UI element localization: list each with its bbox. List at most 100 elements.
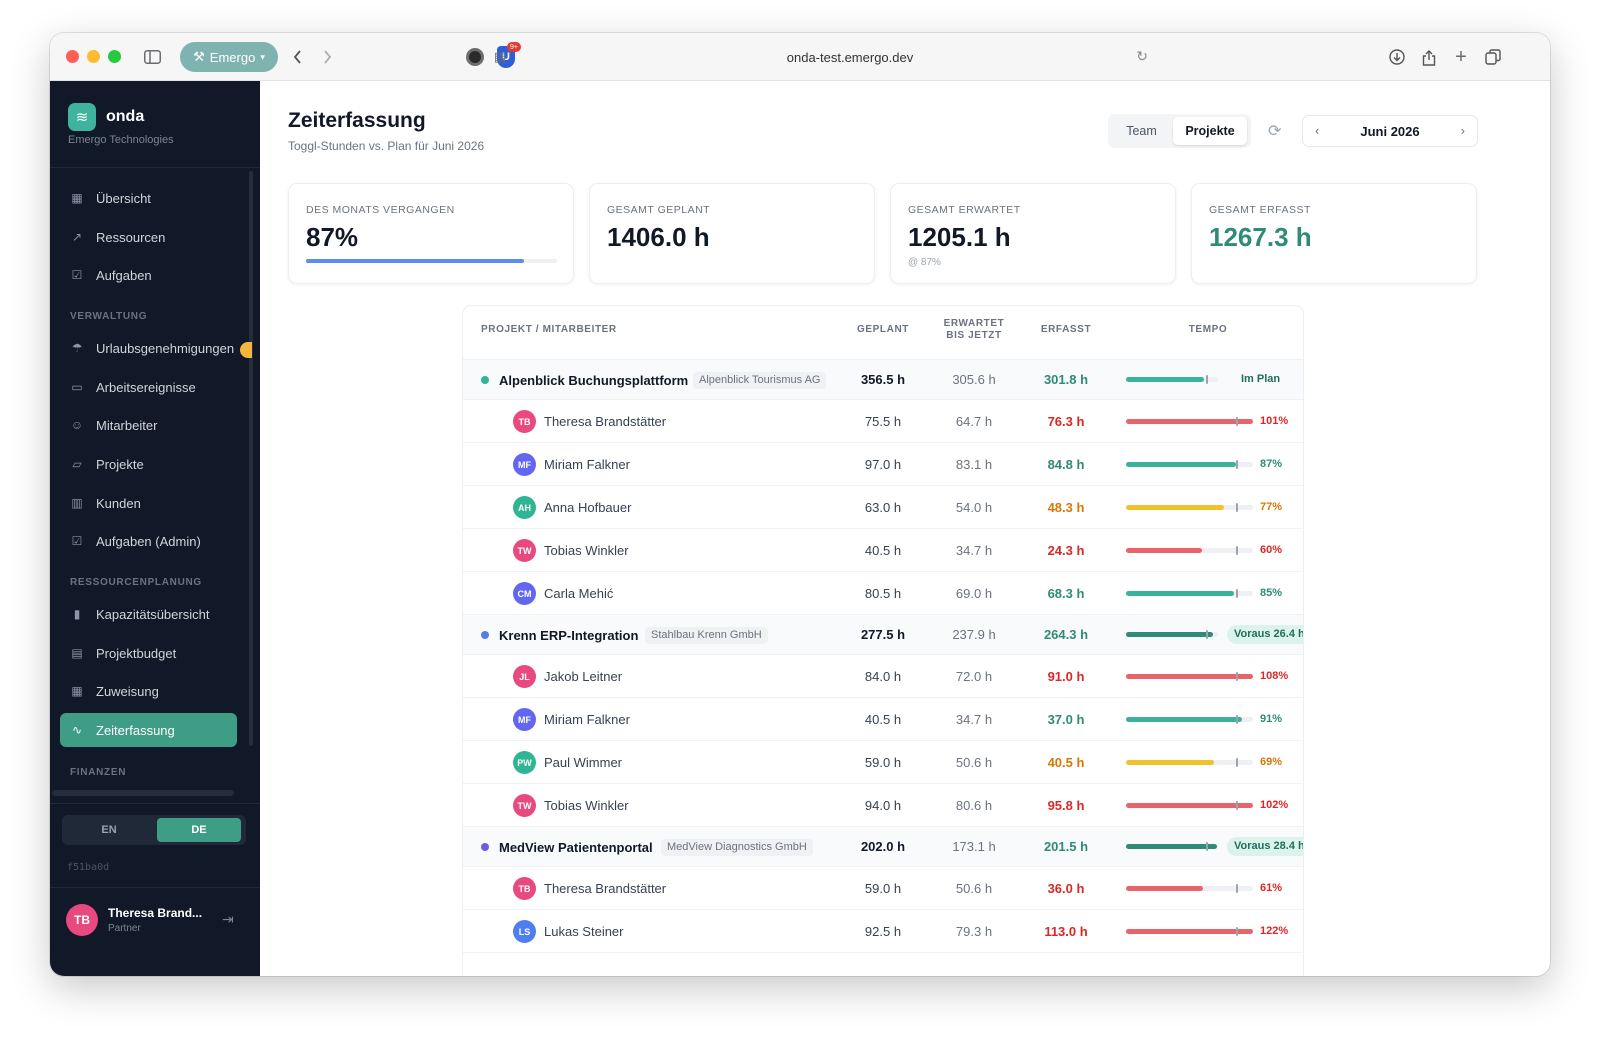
member-row[interactable]: TB Theresa Brandstätter 59.0 h 50.6 h 36.0 h… xyxy=(463,867,1303,910)
tab-team[interactable]: Team xyxy=(1126,124,1157,138)
logged-hours: 40.5 h xyxy=(1047,755,1085,770)
sidebar-item-uebersicht[interactable]: ▦ Übersicht xyxy=(60,181,237,215)
avatar: PW xyxy=(513,751,536,774)
sidebar-item-kunden[interactable]: ▥ Kunden xyxy=(60,486,237,520)
tempo-bar-marker xyxy=(1236,672,1239,681)
tempo-percent: 60% xyxy=(1260,544,1283,556)
tempo-percent: 102% xyxy=(1260,799,1289,811)
logged-hours: 113.0 h xyxy=(1044,924,1088,939)
reload-icon[interactable]: ↻ xyxy=(1136,48,1148,64)
sidebar-item-kapazitaetsuebersicht[interactable]: ▮ Kapazitätsübersicht xyxy=(60,597,237,631)
member-name: Tobias Winkler xyxy=(544,798,629,813)
user-role: Partner xyxy=(108,923,141,934)
project-row[interactable]: MedView Patientenportal MedView Diagnosti… xyxy=(463,827,1303,867)
tempo-bar-marker xyxy=(1236,460,1239,469)
month-progress-fill xyxy=(306,259,525,263)
stat-card-elapsed: DES MONATS VERGANGEN 87% xyxy=(288,183,574,284)
new-tab-icon[interactable]: + xyxy=(1455,45,1467,68)
planned-hours: 94.0 h xyxy=(864,798,902,813)
expected-hours: 50.6 h xyxy=(955,755,993,770)
logout-icon[interactable]: ⇥ xyxy=(222,911,234,927)
page-title: Zeiterfassung xyxy=(288,109,426,132)
trend-icon: ↗ xyxy=(71,230,83,244)
chevron-left-icon[interactable]: ‹ xyxy=(1315,123,1320,138)
grid-icon: ▦ xyxy=(71,191,83,205)
column-header-expected-line1: ERWARTET xyxy=(943,318,1005,329)
sidebar-item-mitarbeiter[interactable]: ☺ Mitarbeiter xyxy=(60,408,237,442)
sidebar-item-aufgaben[interactable]: ☑ Aufgaben xyxy=(60,258,237,292)
month-progress-bar xyxy=(306,259,557,263)
sidebar-horizontal-scrollbar[interactable] xyxy=(52,790,234,796)
client-badge: Stahlbau Krenn GmbH xyxy=(645,627,768,644)
forward-icon[interactable] xyxy=(320,45,334,69)
chevron-right-icon[interactable]: › xyxy=(1460,123,1465,138)
member-name: Miriam Falkner xyxy=(544,712,630,727)
avatar[interactable]: TB xyxy=(66,904,98,936)
divider xyxy=(50,803,260,804)
member-row[interactable]: PW Paul Wimmer 59.0 h 50.6 h 40.5 h 69% xyxy=(463,741,1303,784)
sidebar-item-label: Aufgaben (Admin) xyxy=(96,533,201,549)
folder-icon: ▱ xyxy=(72,457,82,471)
section-label-finanzen: FINANZEN xyxy=(70,767,127,778)
project-row[interactable]: Alpenblick Buchungsplattform Alpenblick T… xyxy=(463,360,1303,400)
tempo-percent: 87% xyxy=(1260,458,1283,470)
download-icon[interactable] xyxy=(1388,45,1406,69)
url-text: onda-test.emergo.dev xyxy=(786,49,914,65)
expected-hours: 79.3 h xyxy=(955,924,993,939)
logged-hours: 68.3 h xyxy=(1047,586,1085,601)
tempo-percent: 91% xyxy=(1260,713,1283,725)
sidebar-item-urlaubsgenehmigungen[interactable]: ☂ Urlaubsgenehmigungen xyxy=(60,331,237,365)
share-icon[interactable] xyxy=(1420,45,1438,69)
tempo-percent: 61% xyxy=(1260,882,1283,894)
back-icon[interactable] xyxy=(290,45,304,69)
stat-card-planned: GESAMT GEPLANT 1406.0 h xyxy=(589,183,875,284)
lang-de-button[interactable]: DE xyxy=(157,818,241,842)
lang-en-button[interactable]: EN xyxy=(101,824,117,836)
member-row[interactable]: LS Lukas Steiner 92.5 h 79.3 h 113.0 h 122% xyxy=(463,910,1303,953)
page-info-icon[interactable]: ▤ xyxy=(493,49,507,64)
profile-label: Emergo xyxy=(209,49,256,65)
sidebar-item-ressourcen[interactable]: ↗ Ressourcen xyxy=(60,220,237,254)
logged-hours: 24.3 h xyxy=(1047,543,1085,558)
tab-overview-icon[interactable] xyxy=(1484,45,1502,69)
sidebar-toggle-icon[interactable] xyxy=(142,45,162,69)
tab-projekte[interactable]: Projekte xyxy=(1173,117,1247,145)
member-row[interactable]: TW Tobias Winkler 40.5 h 34.7 h 24.3 h 60% xyxy=(463,529,1303,572)
tempo-bar xyxy=(1126,375,1218,384)
sidebar-item-label: Aufgaben xyxy=(96,267,152,283)
minimize-window-button[interactable] xyxy=(87,50,100,63)
member-row[interactable]: CM Carla Mehić 80.5 h 69.0 h 68.3 h 85% xyxy=(463,572,1303,615)
project-name: Alpenblick Buchungsplattform xyxy=(499,373,689,388)
zoom-window-button[interactable] xyxy=(108,50,121,63)
sidebar-item-projektbudget[interactable]: ▤ Projektbudget xyxy=(60,636,237,670)
member-row[interactable]: MF Miriam Falkner 40.5 h 34.7 h 37.0 h 91% xyxy=(463,698,1303,741)
profile-switcher[interactable]: ⚒ Emergo ▾ xyxy=(180,42,278,72)
address-bar[interactable]: onda-test.emergo.dev ↻ xyxy=(540,43,1160,71)
sidebar-item-zuweisung[interactable]: ▦ Zuweisung xyxy=(60,674,237,708)
member-row[interactable]: TW Tobias Winkler 94.0 h 80.6 h 95.8 h 102% xyxy=(463,784,1303,827)
close-window-button[interactable] xyxy=(66,50,79,63)
logged-hours: 95.8 h xyxy=(1047,798,1085,813)
member-row[interactable]: MF Miriam Falkner 97.0 h 83.1 h 84.8 h 87% xyxy=(463,443,1303,486)
project-row[interactable]: Krenn ERP-Integration Stahlbau Krenn GmbH… xyxy=(463,615,1303,655)
member-row[interactable]: TB Theresa Brandstätter 75.5 h 64.7 h 76.3 h… xyxy=(463,400,1303,443)
member-row[interactable]: AH Anna Hofbauer 63.0 h 54.0 h 48.3 h 77% xyxy=(463,486,1303,529)
tempo-percent: 108% xyxy=(1260,670,1289,682)
extension-icon[interactable] xyxy=(466,48,484,66)
status-badge: Voraus 26.4 h xyxy=(1227,625,1303,644)
sidebar-item-aufgaben-admin[interactable]: ☑ Aufgaben (Admin) xyxy=(60,524,237,558)
refresh-icon[interactable]: ⟳ xyxy=(1268,123,1282,140)
sidebar-item-zeiterfassung[interactable]: ∿ Zeiterfassung xyxy=(60,713,237,747)
expected-hours: 80.6 h xyxy=(955,798,993,813)
sidebar-item-arbeitsereignisse[interactable]: ▭ Arbeitsereignisse xyxy=(60,370,237,404)
tempo-bar xyxy=(1126,460,1253,469)
expected-hours: 305.6 h xyxy=(952,372,996,387)
tempo-bar-marker xyxy=(1236,927,1239,936)
sidebar-scrollbar[interactable] xyxy=(249,171,253,746)
sidebar-item-projekte[interactable]: ▱ Projekte xyxy=(60,447,237,481)
planned-hours: 92.5 h xyxy=(864,924,902,939)
member-row[interactable]: JL Jakob Leitner 84.0 h 72.0 h 91.0 h 108% xyxy=(463,655,1303,698)
member-name: Tobias Winkler xyxy=(544,543,629,558)
tempo-bar-marker xyxy=(1206,375,1209,384)
grid-icon: ▦ xyxy=(71,684,83,698)
